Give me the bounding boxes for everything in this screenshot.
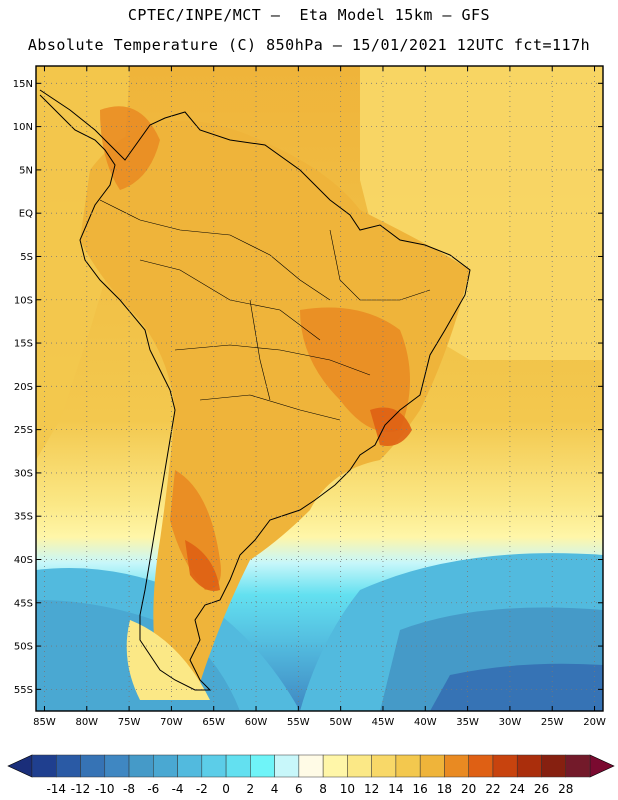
- colorbar-swatch: [274, 754, 300, 778]
- lon-label: 75W: [118, 717, 141, 728]
- colorbar-label: 8: [319, 782, 327, 796]
- lon-label: 50W: [329, 717, 352, 728]
- lat-label: EQ: [19, 209, 33, 220]
- colorbar-swatch: [80, 754, 106, 778]
- lon-label: 60W: [245, 717, 268, 728]
- lon-label: 40W: [414, 717, 437, 728]
- colorbar-label: 18: [437, 782, 452, 796]
- colorbar-label: 6: [295, 782, 303, 796]
- map-frame: [35, 65, 604, 712]
- colorbar-label: -2: [196, 782, 208, 796]
- lat-label: 45S: [14, 598, 33, 609]
- title-line-1: CPTEC/INPE/MCT – Eta Model 15km – GFS: [127, 6, 491, 24]
- colorbar-swatch: [444, 754, 469, 778]
- colorbar-swatch: [347, 754, 372, 778]
- colorbar-swatch: [104, 754, 130, 778]
- colorbar-label: 22: [485, 782, 500, 796]
- colorbar-label: -8: [123, 782, 135, 796]
- title-line-2: Absolute Temperature (C) 850hPa – 15/01/…: [27, 36, 591, 54]
- colorbar-swatch: [492, 754, 518, 778]
- lon-label: 65W: [202, 717, 225, 728]
- lon-label: 30W: [499, 717, 522, 728]
- lat-label: 10S: [14, 295, 33, 306]
- colorbar-swatch: [201, 754, 227, 778]
- colorbar-swatch: [322, 754, 348, 778]
- colorbar-label: 28: [558, 782, 573, 796]
- longitude-axis: 85W 80W 75W 70W 65W 60W 55W 50W 45W 40W 35W 30W 25W 2…: [33, 66, 606, 728]
- colorbar-label: 14: [388, 782, 403, 796]
- lat-label: 35S: [14, 512, 33, 523]
- lon-label: 45W: [372, 717, 395, 728]
- colorbar-label: -4: [172, 782, 184, 796]
- colorbar-label: -10: [95, 782, 115, 796]
- lon-label: 20W: [583, 717, 606, 728]
- colorbar-swatch: [153, 754, 178, 778]
- colorbar-swatch: [177, 754, 203, 778]
- colorbar-label: -12: [71, 782, 91, 796]
- colorbar-label: 10: [340, 782, 355, 796]
- temperature-field: [36, 66, 603, 711]
- colorbar-label: 12: [364, 782, 379, 796]
- lon-label: 85W: [33, 717, 56, 728]
- lat-label: 20S: [14, 382, 33, 393]
- colorbar-label: 2: [247, 782, 255, 796]
- lon-label: 70W: [160, 717, 183, 728]
- colorbar-swatch: [371, 754, 397, 778]
- colorbar: -14 -12 -10 -8 -6 -4 -2 0 2 4 6 8 10 12 14 16 18 20 22 24 26…: [7, 754, 615, 796]
- colorbar-over-arrow: [589, 754, 615, 778]
- lon-label: 55W: [287, 717, 310, 728]
- lat-label: 30S: [14, 468, 33, 479]
- colorbar-swatch: [250, 754, 275, 778]
- colorbar-swatch: [225, 754, 251, 778]
- lon-label: 25W: [541, 717, 564, 728]
- colorbar-swatch: [128, 754, 154, 778]
- colorbar-label: 20: [461, 782, 476, 796]
- lat-label: 25S: [14, 425, 33, 436]
- colorbar-under-arrow: [7, 754, 33, 778]
- lat-label: 10N: [13, 122, 33, 133]
- lat-label: 50S: [14, 642, 33, 653]
- lat-label: 5N: [19, 165, 33, 176]
- lon-label: 80W: [75, 717, 98, 728]
- colorbar-swatch: [56, 754, 81, 778]
- colorbar-label: 4: [271, 782, 279, 796]
- colorbar-swatch: [298, 754, 324, 778]
- colorbar-label: -6: [147, 782, 159, 796]
- colorbar-swatch: [468, 754, 494, 778]
- colorbar-swatch: [541, 754, 566, 778]
- colorbar-label: -14: [46, 782, 66, 796]
- lon-label: 35W: [456, 717, 479, 728]
- colorbar-label: 16: [413, 782, 428, 796]
- colorbar-label: 24: [510, 782, 525, 796]
- lat-label: 15S: [14, 339, 33, 350]
- lat-label: 55S: [14, 685, 33, 696]
- latitude-axis: 15N 10N 5N EQ 5S 10S 15S 20S 25S 30S 35S 40S 45S 50S 5…: [13, 79, 603, 696]
- coastline: [39, 89, 471, 691]
- colorbar-swatch: [516, 754, 542, 778]
- colorbar-swatch: [31, 754, 57, 778]
- colorbar-label: 26: [534, 782, 549, 796]
- colorbar-label: 0: [222, 782, 230, 796]
- lat-label: 40S: [14, 555, 33, 566]
- colorbar-swatch: [419, 754, 445, 778]
- lat-label: 15N: [13, 79, 33, 90]
- lat-label: 5S: [20, 252, 33, 263]
- colorbar-swatch: [395, 754, 421, 778]
- colorbar-swatch: [565, 754, 591, 778]
